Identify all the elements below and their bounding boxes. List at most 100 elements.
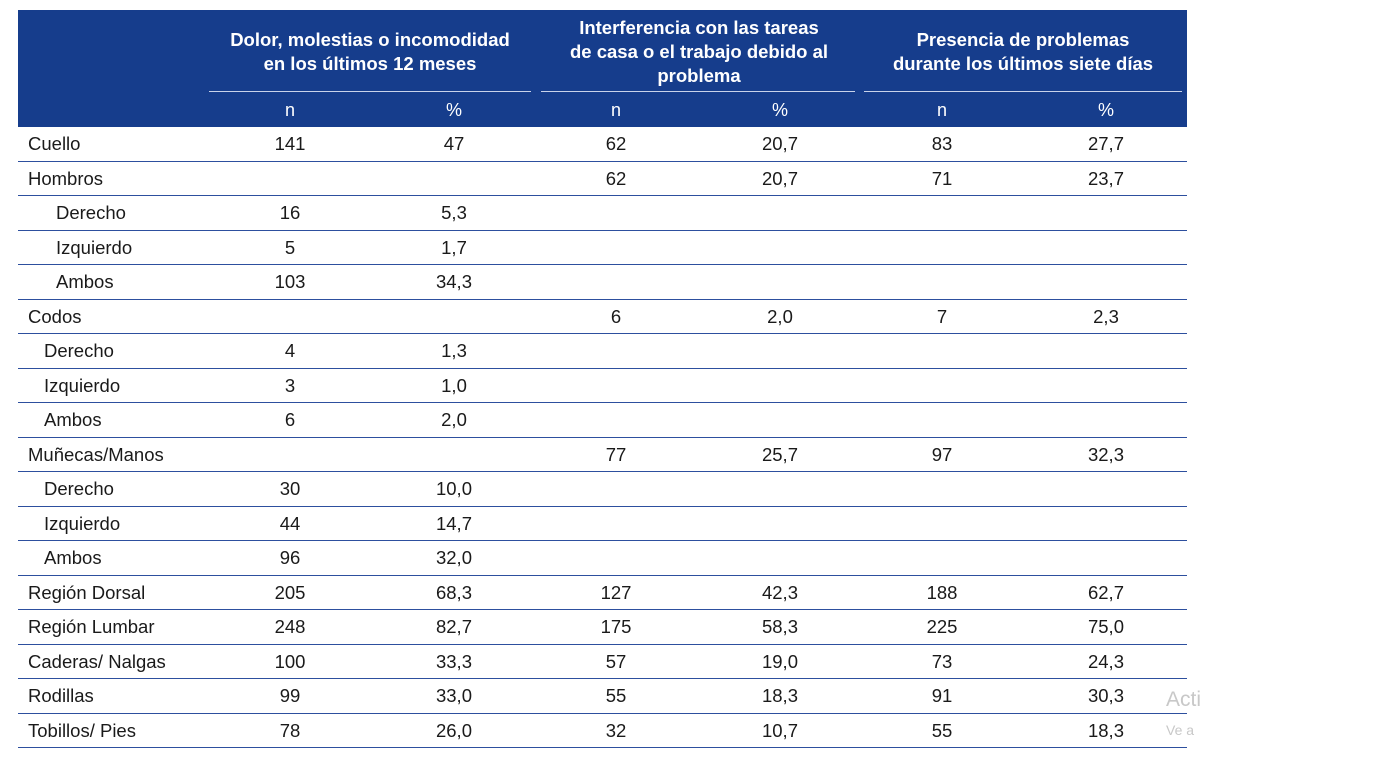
cell-n: 73 bbox=[931, 650, 953, 672]
cell-n: 99 bbox=[279, 685, 301, 706]
cell-n: 55 bbox=[931, 719, 953, 741]
row-label: Codos bbox=[28, 305, 82, 327]
cell-n: 55 bbox=[605, 685, 627, 706]
cell-n: 97 bbox=[931, 443, 953, 465]
row-label: Región Dorsal bbox=[28, 581, 146, 603]
cell-n: 83 bbox=[931, 133, 953, 154]
cell-percent: 32,0 bbox=[435, 547, 472, 568]
cell-n: 248 bbox=[274, 616, 306, 637]
row-label: Tobillos/ Pies bbox=[28, 719, 136, 741]
table-row: Cuello 141 47 62 20,7 83 27,7 bbox=[18, 127, 1187, 162]
cell-percent: 47 bbox=[443, 133, 465, 154]
cell-percent: 32,3 bbox=[1087, 443, 1124, 465]
table-row: Derecho 16 5,3 bbox=[18, 196, 1187, 231]
cell-n: 62 bbox=[605, 133, 627, 154]
table-row: Ambos 96 32,0 bbox=[18, 541, 1187, 576]
cell-percent: 33,0 bbox=[435, 685, 472, 706]
table-row: Derecho 30 10,0 bbox=[18, 472, 1187, 507]
cell-percent: 10,7 bbox=[761, 719, 798, 741]
row-label: Muñecas/Manos bbox=[28, 443, 164, 465]
cell-percent: 5,3 bbox=[441, 202, 467, 223]
cell-n: 91 bbox=[931, 685, 953, 706]
cell-percent: 25,7 bbox=[761, 443, 798, 465]
table-row: Región Lumbar 248 82,7 175 58,3 225 75,0 bbox=[18, 610, 1187, 645]
cell-n: 78 bbox=[279, 719, 301, 741]
subheader-percent: % bbox=[445, 100, 462, 120]
cell-percent: 20,7 bbox=[761, 167, 798, 189]
group-title-pain: Dolor, molestias o incomodidad en los úl… bbox=[230, 29, 510, 74]
cell-percent: 82,7 bbox=[435, 616, 472, 637]
cell-n: 205 bbox=[274, 581, 306, 603]
cell-percent: 19,0 bbox=[761, 650, 798, 672]
cell-n: 4 bbox=[284, 340, 296, 361]
group-rule bbox=[209, 91, 531, 92]
subheader-percent: % bbox=[1097, 100, 1114, 120]
cell-percent: 68,3 bbox=[435, 581, 472, 603]
cell-n: 175 bbox=[600, 616, 632, 637]
cell-n: 7 bbox=[936, 305, 948, 327]
subheader-percent: % bbox=[771, 100, 788, 120]
cell-n: 100 bbox=[274, 650, 306, 672]
cell-percent: 14,7 bbox=[435, 512, 472, 534]
table-row: Derecho 4 1,3 bbox=[18, 334, 1187, 369]
table-body: Cuello 141 47 62 20,7 83 27,7 Hombros 62 20,7 71 23… bbox=[18, 127, 1187, 748]
table-row: Rodillas 99 33,0 55 18,3 91 30,3 bbox=[18, 679, 1187, 714]
cell-percent: 2,3 bbox=[1093, 305, 1119, 327]
cell-n: 6 bbox=[610, 305, 622, 327]
cell-n: 3 bbox=[284, 374, 296, 396]
table-row: Codos 6 2,0 7 2,3 bbox=[18, 300, 1187, 334]
cell-n: 127 bbox=[600, 581, 632, 603]
cell-n: 44 bbox=[279, 512, 301, 534]
cell-percent: 20,7 bbox=[761, 133, 798, 154]
cell-percent: 18,3 bbox=[761, 685, 798, 706]
cell-percent: 1,3 bbox=[441, 340, 467, 361]
cell-n: 6 bbox=[284, 409, 296, 430]
row-label: Rodillas bbox=[28, 685, 94, 706]
row-label: Región Lumbar bbox=[28, 616, 155, 637]
table-row: Muñecas/Manos 77 25,7 97 32,3 bbox=[18, 438, 1187, 472]
table-header: Dolor, molestias o incomodidad en los úl… bbox=[18, 10, 1187, 127]
cell-percent: 26,0 bbox=[435, 719, 472, 741]
cell-percent: 42,3 bbox=[761, 581, 798, 603]
cell-percent: 10,0 bbox=[435, 478, 472, 499]
cell-n: 225 bbox=[926, 616, 958, 637]
table-row: Hombros 62 20,7 71 23,7 bbox=[18, 162, 1187, 196]
cell-percent: 2,0 bbox=[441, 409, 467, 430]
cell-n: 77 bbox=[605, 443, 627, 465]
cell-percent: 34,3 bbox=[435, 271, 472, 292]
table-row: Ambos 6 2,0 bbox=[18, 403, 1187, 438]
cell-percent: 2,0 bbox=[767, 305, 793, 327]
watermark-text: Acti bbox=[1166, 688, 1202, 711]
cell-percent: 33,3 bbox=[435, 650, 472, 672]
cell-n: 30 bbox=[279, 478, 301, 499]
group-rule bbox=[541, 91, 855, 92]
watermark-subtext: Ve a bbox=[1166, 722, 1195, 738]
row-label: Izquierdo bbox=[44, 374, 121, 396]
cell-n: 32 bbox=[605, 719, 627, 741]
table-row: Izquierdo 44 14,7 bbox=[18, 507, 1187, 541]
cell-n: 5 bbox=[284, 236, 296, 258]
row-label: Cuello bbox=[28, 133, 81, 154]
cell-percent: 75,0 bbox=[1087, 616, 1124, 637]
cell-percent: 27,7 bbox=[1087, 133, 1124, 154]
cell-n: 71 bbox=[931, 167, 953, 189]
row-label: Izquierdo bbox=[56, 236, 133, 258]
subheader-n: n bbox=[610, 100, 621, 120]
cell-n: 62 bbox=[605, 167, 627, 189]
row-label: Ambos bbox=[56, 271, 114, 292]
cell-percent: 1,7 bbox=[441, 236, 467, 258]
subheader-n: n bbox=[284, 100, 295, 120]
cell-n: 188 bbox=[926, 581, 958, 603]
row-label: Hombros bbox=[28, 167, 104, 189]
row-label: Ambos bbox=[44, 547, 102, 568]
group-rule bbox=[864, 91, 1182, 92]
cell-n: 141 bbox=[274, 133, 306, 154]
group-title-interference: Interferencia con las tareas de casa o e… bbox=[569, 17, 829, 86]
cell-percent: 23,7 bbox=[1087, 167, 1124, 189]
table-row: Tobillos/ Pies 78 26,0 32 10,7 55 18,3 bbox=[18, 714, 1187, 748]
cell-n: 96 bbox=[279, 547, 301, 568]
cell-percent: 1,0 bbox=[441, 374, 467, 396]
row-label: Derecho bbox=[44, 478, 114, 499]
cell-percent: 58,3 bbox=[761, 616, 798, 637]
table-row: Ambos 103 34,3 bbox=[18, 265, 1187, 300]
